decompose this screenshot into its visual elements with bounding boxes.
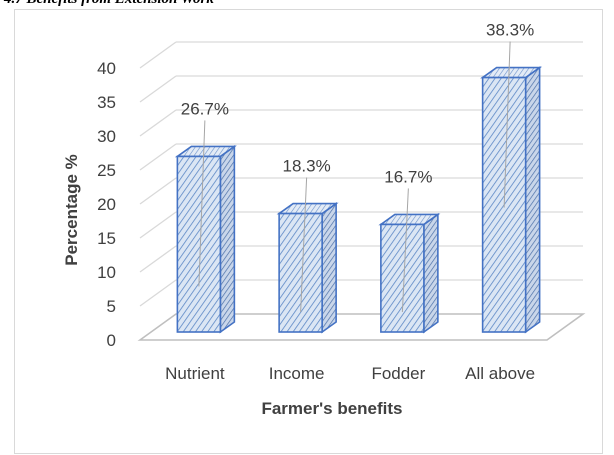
gridline-diagonal: [139, 75, 177, 103]
bar: [378, 212, 441, 334]
x-tick-label: Fodder: [371, 364, 425, 383]
y-axis-title: Percentage %: [62, 154, 81, 266]
bar-front: [176, 155, 222, 333]
x-axis-title: Farmer's benefits: [261, 399, 402, 418]
gridline-diagonal: [139, 41, 177, 69]
y-tick-label: 15: [97, 229, 116, 248]
chart-floor: [137, 313, 586, 341]
data-label-leader: [401, 188, 409, 313]
y-tick-label: 35: [97, 93, 116, 112]
data-label: 16.7%: [384, 167, 432, 186]
x-tick-label: Nutrient: [165, 364, 225, 383]
gridline-diagonal: [139, 109, 177, 137]
bar: [480, 66, 543, 334]
y-tick-label: 25: [97, 161, 116, 180]
data-label-leader: [503, 41, 511, 208]
data-label: 18.3%: [283, 157, 331, 176]
data-label: 38.3%: [486, 21, 534, 40]
y-tick-label: 40: [97, 59, 116, 78]
bar-side: [219, 144, 236, 334]
gridline-diagonal: [139, 211, 177, 239]
figure-caption: 4.7 Benefits from Extension Work: [4, 0, 214, 8]
bar: [174, 144, 237, 334]
x-tick-label: All above: [465, 364, 535, 383]
gridline-diagonal: [139, 177, 177, 205]
y-tick-label: 30: [97, 127, 116, 146]
data-label-leader: [198, 120, 206, 287]
bar-front: [278, 212, 323, 333]
y-tick-label: 20: [97, 195, 116, 214]
gridline-diagonal: [139, 143, 177, 171]
y-tick-label: 0: [107, 331, 116, 350]
bar-front: [380, 223, 425, 333]
gridline-diagonal: [139, 245, 177, 273]
bar: [276, 202, 339, 334]
gridline-diagonal: [139, 279, 177, 307]
y-tick-label: 10: [97, 263, 116, 282]
data-label: 26.7%: [181, 99, 229, 118]
bar-side: [423, 212, 439, 334]
data-label-leader: [300, 177, 308, 313]
bar-side: [524, 66, 541, 334]
x-tick-label: Income: [269, 364, 325, 383]
y-tick-label: 5: [107, 297, 116, 316]
bar-side: [321, 202, 337, 334]
